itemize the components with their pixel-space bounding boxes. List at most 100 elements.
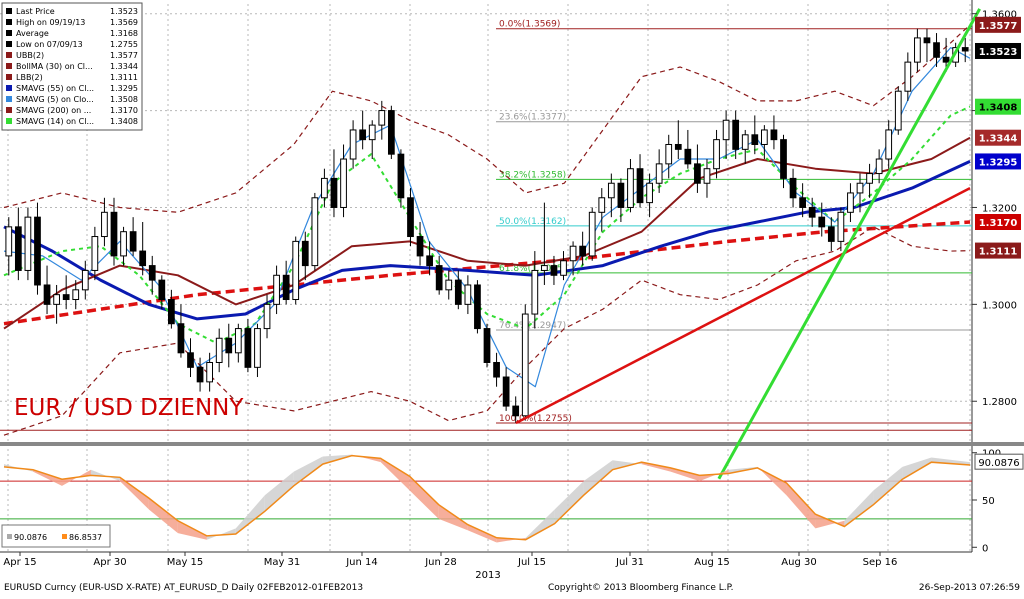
time-tick-label: Jul 15 <box>517 557 546 568</box>
candle-body <box>464 284 472 305</box>
candle-body <box>273 274 280 305</box>
candle-body <box>349 129 357 160</box>
candle-body <box>818 216 826 228</box>
candle-body <box>416 236 424 257</box>
oscillator-fill <box>235 495 265 535</box>
candle-body <box>62 294 70 301</box>
legend-value: 1.3508 <box>110 95 138 104</box>
candle-body <box>397 153 405 199</box>
candle-body <box>368 124 376 141</box>
legend-value: 1.3170 <box>110 106 138 115</box>
candle-body <box>636 168 644 204</box>
candle-body <box>665 143 673 165</box>
oscillator-legend: 90.0876 86.8537 <box>1 524 111 548</box>
fib-label: 76.4%(1.2947) <box>499 321 566 331</box>
candle-body <box>607 182 615 199</box>
candle-body <box>732 119 740 150</box>
candle-body <box>483 328 491 363</box>
oscillator-fill <box>90 469 120 482</box>
legend-value: 1.3523 <box>110 7 138 16</box>
time-tick-label: Aug 15 <box>694 557 729 568</box>
oscillator-value-box <box>974 453 1024 470</box>
candle-body <box>789 177 797 199</box>
candle-body <box>493 361 500 378</box>
candle-body <box>445 279 453 291</box>
legend-value: 1.3344 <box>110 62 138 71</box>
candle-body <box>244 328 252 368</box>
candle-body <box>885 129 893 160</box>
candle-body <box>760 129 768 145</box>
oscillator-d-value: 86.8537 <box>69 533 102 542</box>
oscillator-fill <box>844 490 874 527</box>
candle-body <box>531 269 539 315</box>
candle-body <box>120 231 127 257</box>
candle-body <box>148 265 156 281</box>
candle-body <box>378 110 386 126</box>
candle-body <box>282 274 290 301</box>
candle-body <box>330 177 338 208</box>
time-tick-label: Aug 30 <box>781 557 816 568</box>
candle-body <box>722 119 730 141</box>
candle-body <box>961 47 969 52</box>
candle-body <box>923 37 931 44</box>
candle-body <box>254 328 261 368</box>
candle-body <box>751 134 759 145</box>
oscillator-fill <box>641 462 671 472</box>
candle-body <box>560 260 567 276</box>
oscillator-fill <box>380 458 410 491</box>
candle-body <box>713 139 720 170</box>
oscillator-k-value: 90.0876 <box>14 533 47 542</box>
time-axis: Apr 15 Apr 30 May 15 May 31 Jun 14 Jun 28 Jul … <box>3 552 897 581</box>
time-tick-label: May 31 <box>264 557 301 568</box>
candle-body <box>617 182 625 208</box>
oscillator-fill <box>583 460 613 496</box>
price-label-box <box>975 214 1021 230</box>
time-axis-year: 2013 <box>475 570 500 581</box>
legend-swatch <box>6 107 12 113</box>
legend-value: 1.3111 <box>110 73 138 82</box>
candle-body <box>703 168 711 184</box>
candle-body <box>101 211 108 238</box>
candlesticks <box>5 28 969 424</box>
price-label-box <box>975 42 1021 59</box>
candle-body <box>43 284 51 305</box>
candle-body <box>942 56 950 63</box>
price-labels: 1.3577 1.3523 1.3408 1.3344 1.3295 1.3170 1.31… <box>975 16 1021 259</box>
candle-body <box>139 250 147 267</box>
price-label: 1.3344 <box>979 134 1018 145</box>
footer-center: Copyright© 2013 Bloomberg Finance L.P. <box>548 583 733 593</box>
candle-body <box>91 236 99 271</box>
candle-body <box>512 405 520 417</box>
candle-body <box>158 279 166 301</box>
panel-divider <box>0 442 1024 446</box>
fib-label: 0.0%(1.3569) <box>499 20 560 30</box>
legend-label: Low on 07/09/13 <box>16 40 83 49</box>
candle-body <box>14 226 22 271</box>
series-line-2 <box>3 136 971 330</box>
oscillator-tick-label: 0 <box>982 543 988 554</box>
price-label-box <box>975 129 1021 146</box>
candle-body <box>502 376 510 407</box>
series-line-0 <box>3 220 971 326</box>
legend-swatch <box>6 74 12 80</box>
oscillator-fill <box>670 467 700 482</box>
price-label: 1.3170 <box>979 218 1018 229</box>
candle-body <box>856 182 864 194</box>
price-label-box <box>975 242 1021 259</box>
legend-value: 1.3569 <box>110 18 138 27</box>
time-tick-label: Jul 31 <box>615 557 644 568</box>
fib-label: 38.2%(1.3258) <box>499 170 566 180</box>
legend-label: SMAVG (5) on Clo... <box>16 95 94 104</box>
oscillator-fill <box>699 469 729 482</box>
candle-body <box>234 328 242 354</box>
candle-body <box>579 245 587 257</box>
legend-label: UBB(2) <box>16 51 44 60</box>
candle-body <box>215 337 223 363</box>
oscillator-fill <box>177 520 207 540</box>
price-label-box <box>975 98 1021 115</box>
price-label-box <box>975 16 1021 33</box>
candle-body <box>206 361 214 383</box>
candle-body <box>196 366 204 383</box>
candle-body <box>292 240 300 301</box>
